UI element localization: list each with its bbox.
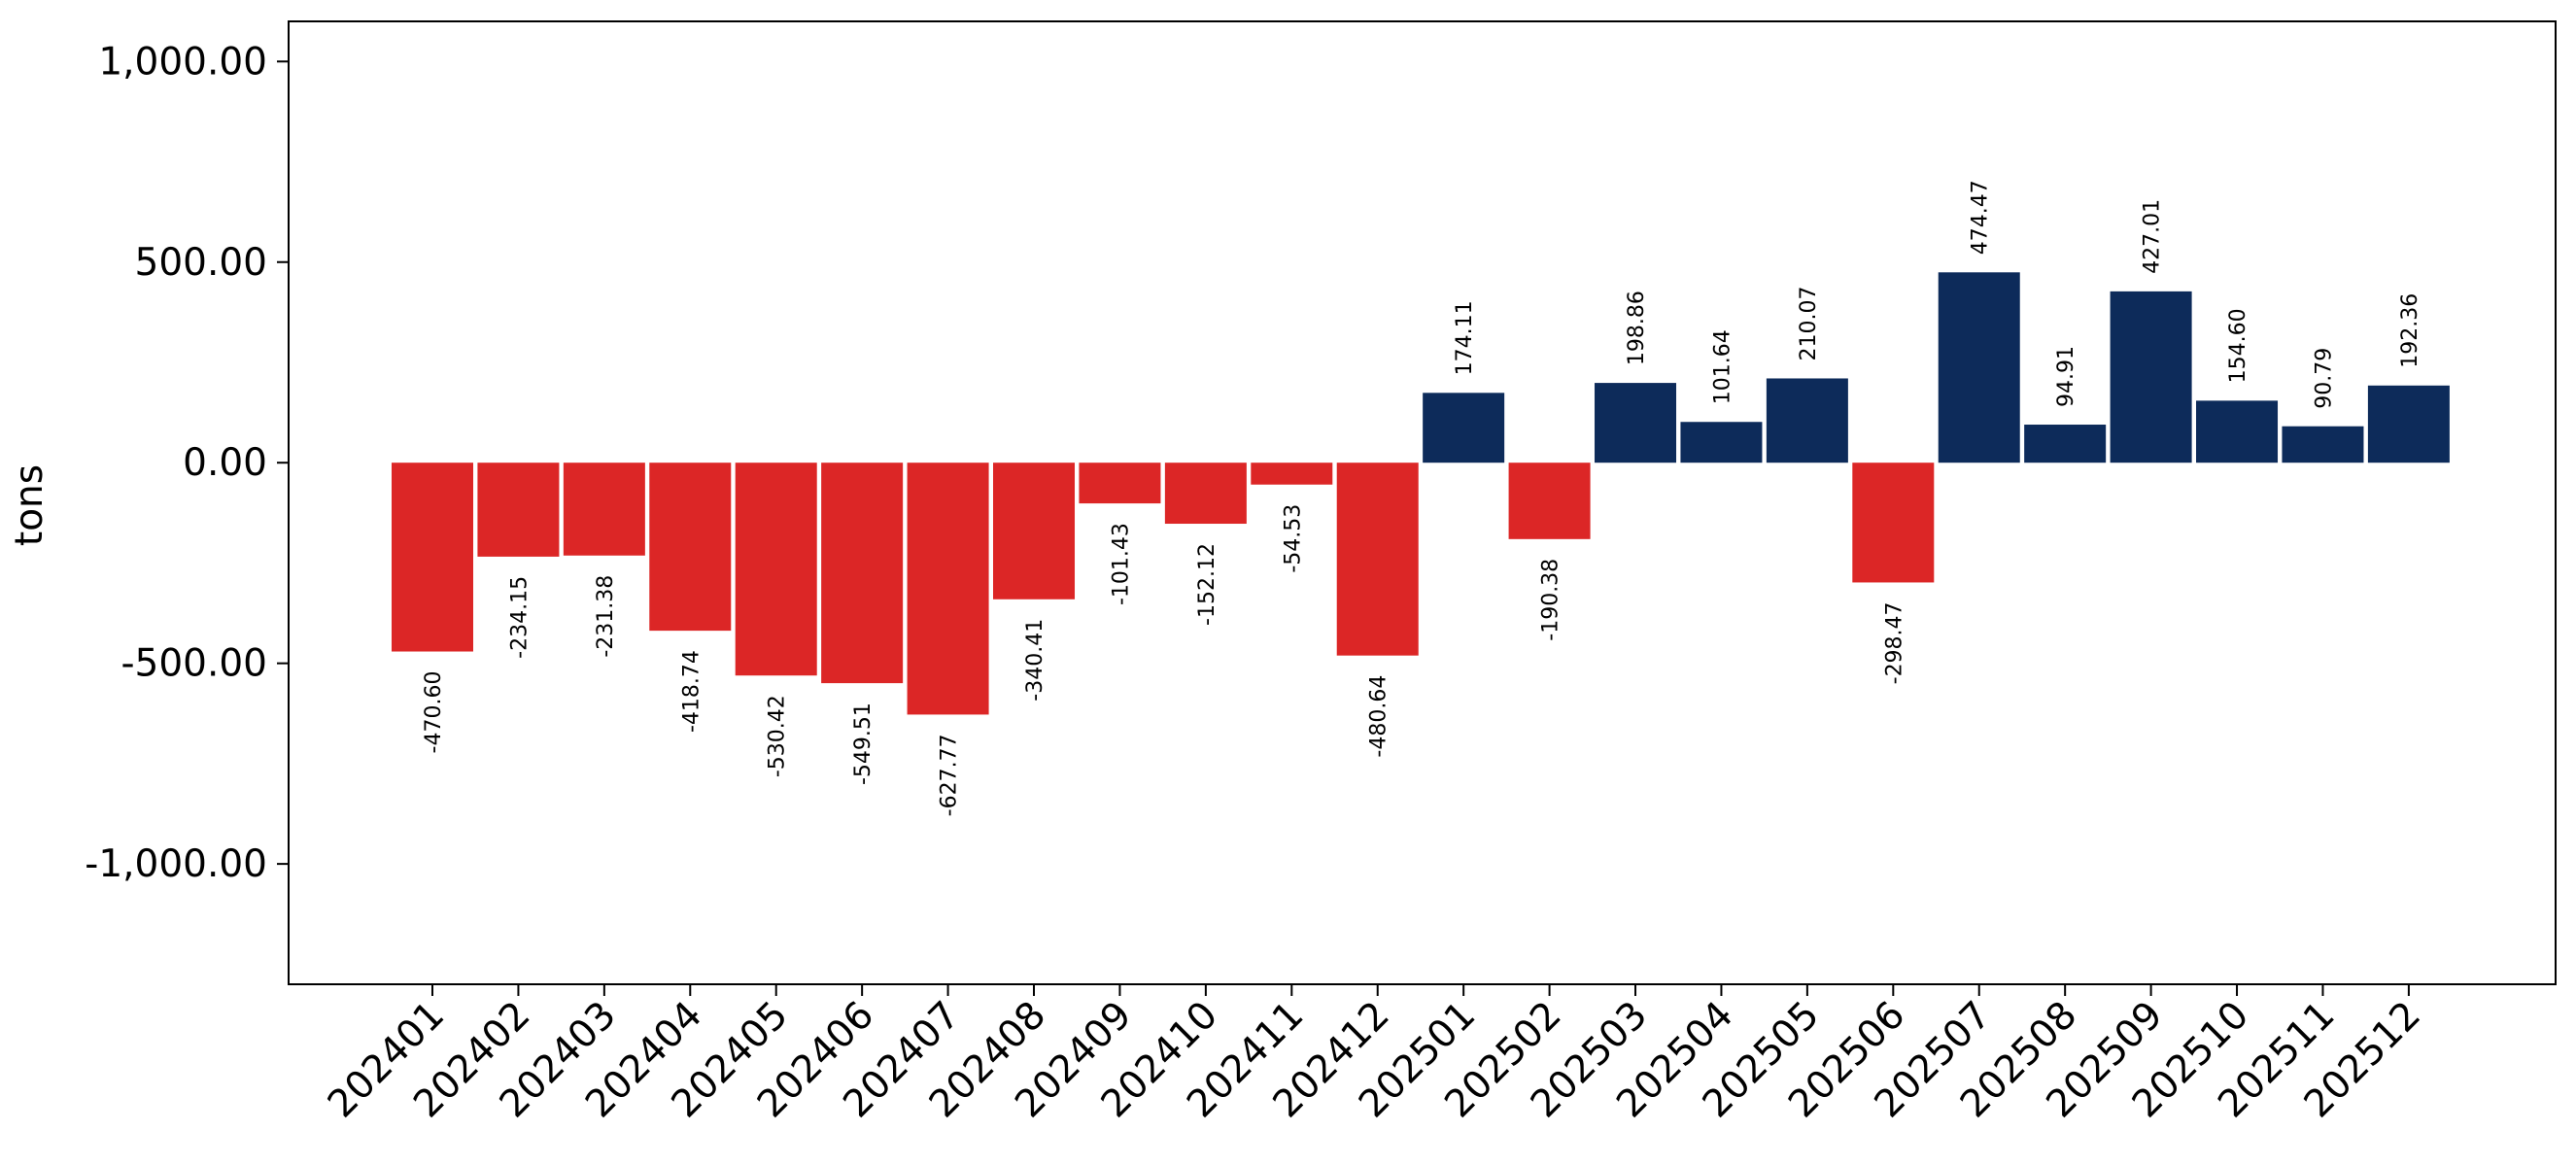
bar-202505 [1766,378,1848,463]
bar-202405 [735,463,817,676]
bar-202502 [1508,463,1591,539]
bar-value-label: 198.86 [1625,291,1649,365]
bar-value-label: -152.12 [1195,543,1219,626]
bar-value-label: -190.38 [1539,559,1563,641]
bar-202501 [1423,393,1505,463]
x-axis: 2024012024022024032024042024052024062024… [320,984,2429,1126]
bar-value-label: -298.47 [1882,601,1906,684]
bar-value-label: -231.38 [594,575,618,658]
bar-value-label: 94.91 [2054,346,2078,407]
y-tick-label: 500.00 [135,241,267,285]
bar-202411 [1251,463,1333,485]
y-tick-label: 0.00 [183,441,267,485]
bar-value-label: 154.60 [2226,308,2250,383]
bar-value-label: 427.01 [2141,199,2165,274]
bar-value-label: -480.64 [1367,675,1391,758]
bar-202504 [1680,422,1763,463]
bar-202402 [477,463,560,557]
bar-202409 [1079,463,1161,504]
bar-202406 [821,463,904,684]
bar-202401 [392,463,473,652]
y-tick-label: -500.00 [120,642,267,686]
y-tick-label: -1,000.00 [85,842,267,886]
bar-202507 [1938,272,2020,463]
bar-value-label: -54.53 [1281,504,1305,573]
bar-202404 [649,463,732,632]
bar-202412 [1336,463,1419,656]
bar-value-label: 101.64 [1710,329,1735,404]
bar-202512 [2367,385,2450,463]
bar-value-label: 90.79 [2312,348,2336,409]
bar-value-label: 474.47 [1969,180,1993,255]
bars [392,272,2450,715]
bar-value-label: 210.07 [1797,286,1821,360]
bar-value-label: 174.11 [1453,300,1477,375]
bar-value-label: -627.77 [938,734,962,816]
bar-202410 [1164,463,1247,525]
bar-value-label: -234.15 [507,576,532,659]
y-axis-title: tons [8,464,52,546]
bar-202511 [2282,426,2364,463]
bar-202408 [993,463,1076,600]
bar-value-label: -101.43 [1109,523,1133,605]
bar-value-label: -340.41 [1023,619,1048,702]
bar-value-label: 192.36 [2398,293,2422,368]
bar-value-label: -530.42 [766,695,790,777]
bar-202508 [2024,425,2107,463]
bar-value-label: -470.60 [422,671,446,754]
bar-202407 [907,463,989,715]
bar-value-label: -418.74 [679,650,704,733]
bar-202509 [2110,291,2192,463]
bar-202506 [1852,463,1935,583]
bar-202510 [2196,400,2279,463]
y-axis: 1,000.00 500.00 0.00 -500.00 -1,000.00 [85,40,289,886]
bar-202503 [1595,383,1677,463]
y-tick-label: 1,000.00 [98,40,267,84]
value-labels: -470.60 -234.15 -231.38 -418.74 -530.42 -549.… [422,180,2422,816]
bar-value-label: -549.51 [851,702,876,785]
bar-202403 [563,463,645,556]
